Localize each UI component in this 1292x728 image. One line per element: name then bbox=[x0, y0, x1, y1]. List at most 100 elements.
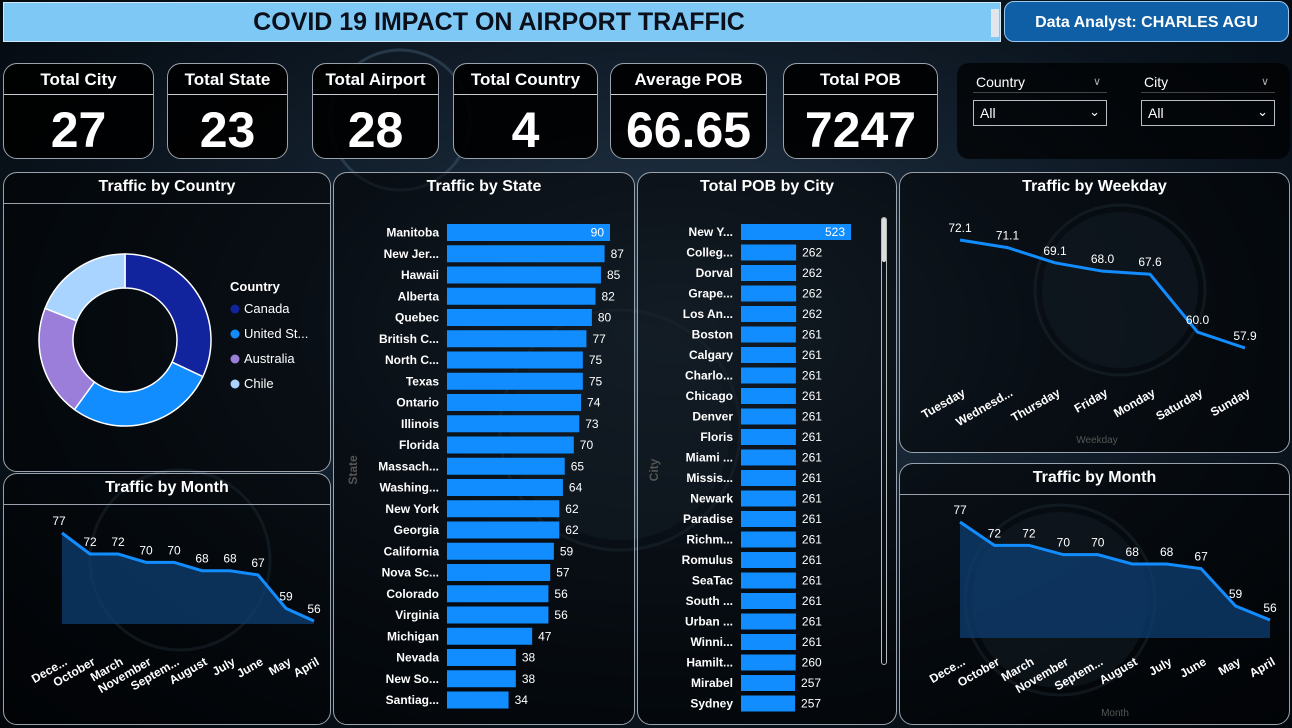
data-label: 260 bbox=[802, 656, 822, 670]
category-label: Ontario bbox=[396, 396, 439, 410]
category-label: Calgary bbox=[689, 348, 733, 362]
data-label: 90 bbox=[591, 226, 605, 240]
title-scrollbar[interactable] bbox=[991, 9, 999, 37]
tick-label: July bbox=[1146, 654, 1174, 678]
traffic-by-month-panel-right: Traffic by Month 77 72 72 70 70 68 68 67 59 56 Dec… bbox=[899, 463, 1290, 725]
data-label: 85 bbox=[607, 268, 621, 282]
category-label: New Jer... bbox=[384, 247, 439, 261]
legend-marker bbox=[230, 329, 240, 339]
data-label: 261 bbox=[802, 533, 822, 547]
bar bbox=[447, 479, 563, 496]
axis-title: State bbox=[346, 455, 360, 485]
chart-title: Total POB by City bbox=[700, 178, 834, 195]
city-chart-scrollbar[interactable] bbox=[881, 217, 887, 665]
legend-label: United St... bbox=[244, 326, 308, 341]
bar bbox=[447, 330, 587, 348]
city-dropdown[interactable]: All ⌄ bbox=[1141, 100, 1275, 126]
category-label: Colleg... bbox=[686, 246, 733, 260]
category-label: Mirabel bbox=[691, 676, 733, 690]
series-line bbox=[61, 531, 315, 623]
data-label: 261 bbox=[802, 348, 822, 362]
kpi-card-average-pob: Average POB 66.65 bbox=[610, 63, 767, 159]
data-label: 67 bbox=[251, 556, 265, 570]
data-label: 56 bbox=[1263, 601, 1277, 615]
chevron-down-icon: ⌄ bbox=[1089, 104, 1100, 119]
legend-label: Chile bbox=[244, 376, 274, 391]
data-label: 261 bbox=[802, 615, 822, 629]
category-label: New So... bbox=[386, 672, 439, 686]
country-slicer: Country ∨ All ⌄ bbox=[973, 71, 1107, 126]
category-label: Paradise bbox=[683, 512, 733, 526]
category-label: Illinois bbox=[401, 417, 439, 431]
category-label: SeaTac bbox=[692, 574, 733, 588]
data-label: 38 bbox=[522, 672, 536, 686]
data-label: 34 bbox=[515, 693, 529, 707]
category-label: Santiag... bbox=[386, 693, 439, 707]
country-slicer-label: Country bbox=[973, 71, 1107, 93]
category-label: Quebec bbox=[395, 311, 439, 325]
pob-by-city-panel: Total POB by City City New Y... 523 Colleg.… bbox=[637, 172, 897, 725]
tick-label: Sunday bbox=[1208, 385, 1253, 419]
chevron-down-icon[interactable]: ∨ bbox=[1092, 76, 1101, 88]
category-label: Michigan bbox=[387, 629, 439, 643]
category-label: Colorado bbox=[386, 587, 439, 601]
chevron-down-icon[interactable]: ∨ bbox=[1260, 76, 1269, 88]
category-label: Newark bbox=[690, 492, 733, 506]
tick-label: April bbox=[291, 654, 322, 680]
data-label: 261 bbox=[802, 574, 822, 588]
category-label: Los An... bbox=[683, 307, 733, 321]
bar bbox=[741, 490, 796, 507]
category-label: Missis... bbox=[686, 471, 733, 485]
city-slicer-label: City bbox=[1141, 71, 1275, 93]
bar bbox=[741, 634, 796, 650]
area-fill bbox=[62, 533, 314, 624]
filter-panel: Country ∨ All ⌄ City ∨ All ⌄ bbox=[957, 63, 1290, 159]
data-label: 261 bbox=[802, 594, 822, 608]
data-label: 57 bbox=[556, 566, 570, 580]
data-label: 77 bbox=[592, 332, 606, 346]
bar bbox=[741, 429, 796, 445]
dashboard-title: COVID 19 IMPACT ON AIRPORT TRAFFIC bbox=[253, 8, 745, 36]
bar bbox=[447, 606, 549, 624]
category-label: Winni... bbox=[690, 635, 733, 649]
kpi-label: Total State bbox=[184, 70, 271, 89]
tick-label: Friday bbox=[1072, 385, 1110, 415]
tick-label: August bbox=[1097, 654, 1140, 687]
data-label: 56 bbox=[554, 587, 568, 601]
donut-slice bbox=[38, 307, 96, 411]
data-label: 261 bbox=[802, 512, 822, 526]
bar bbox=[447, 351, 583, 369]
bar bbox=[447, 542, 554, 560]
pob-by-city-bar-chart[interactable]: City New Y... 523 Colleg... 262 Dorval 262 Grap… bbox=[638, 205, 897, 725]
chart-title: Traffic by State bbox=[426, 178, 542, 195]
legend-label: Australia bbox=[244, 351, 295, 366]
data-label: 262 bbox=[802, 246, 822, 260]
category-label: Alberta bbox=[398, 289, 440, 303]
data-label: 262 bbox=[802, 287, 822, 301]
data-label: 65 bbox=[571, 459, 585, 473]
country-dropdown[interactable]: All ⌄ bbox=[973, 100, 1107, 126]
data-label: 68.0 bbox=[1091, 252, 1115, 266]
axis-title: Weekday bbox=[1076, 435, 1118, 446]
data-label: 72 bbox=[1022, 526, 1036, 540]
tick-label: Thursday bbox=[1009, 385, 1063, 424]
bar bbox=[741, 244, 797, 261]
kpi-card-total-country: Total Country 4 bbox=[453, 63, 598, 159]
bar bbox=[447, 585, 549, 603]
scrollbar-thumb[interactable] bbox=[882, 218, 886, 262]
bar bbox=[741, 675, 796, 691]
traffic-by-weekday-line-chart[interactable]: 72.171.169.168.0 67.660.057.9TuesdayWedne… bbox=[900, 203, 1290, 453]
bar bbox=[741, 347, 796, 363]
category-label: Miami ... bbox=[686, 451, 733, 465]
category-label: Denver bbox=[692, 410, 733, 424]
bar bbox=[447, 287, 596, 305]
bar bbox=[447, 309, 592, 326]
traffic-by-state-bar-chart[interactable]: State Manitoba 90 New Jer... 87 Hawaii 85 Alber… bbox=[334, 205, 635, 725]
data-label: 70 bbox=[1091, 536, 1105, 550]
traffic-by-weekday-panel: Traffic by Weekday 72.1 71.1 69.1 68.0 67.6 6… bbox=[899, 172, 1290, 453]
traffic-by-month-panel-left: Traffic by Month 77 72 72 70 70 68 68 67 59 56 Dec… bbox=[3, 473, 331, 725]
traffic-by-country-donut-chart[interactable]: Country Canada United St... Australia Chile bbox=[4, 205, 331, 472]
data-label: 523 bbox=[825, 225, 845, 239]
